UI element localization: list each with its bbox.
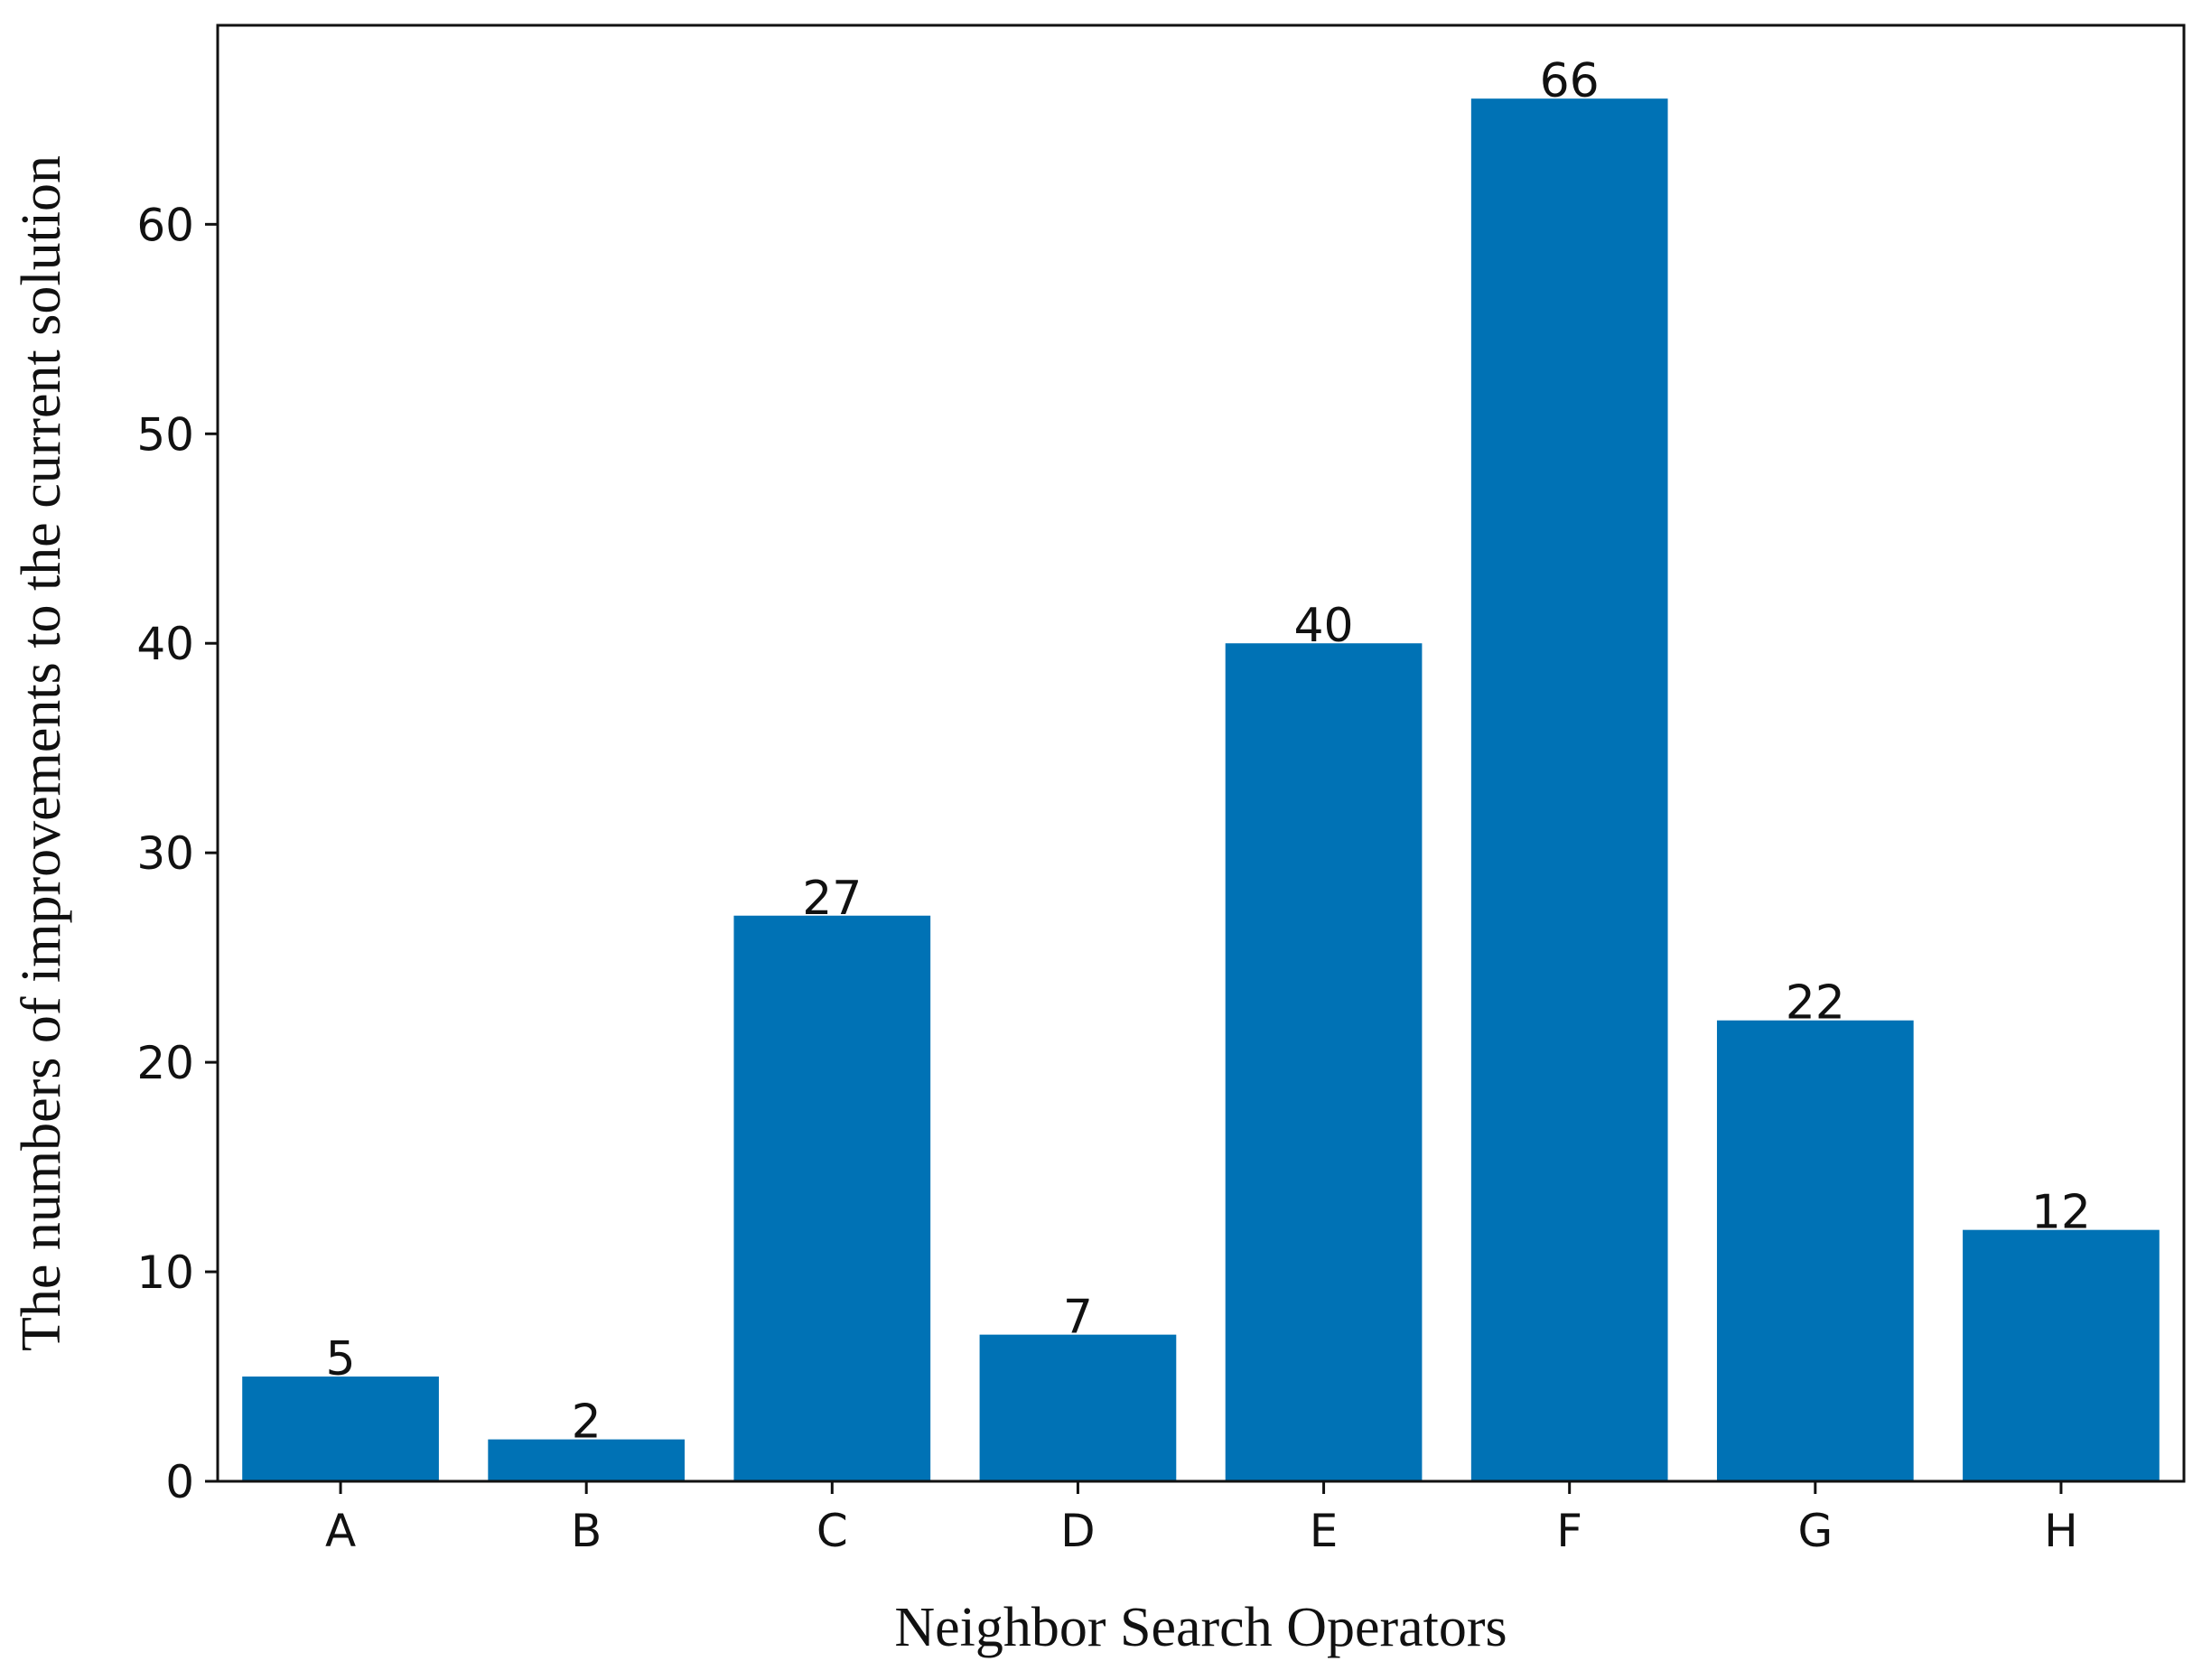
x-tick-label-F: F (1556, 1505, 1582, 1557)
data-label-D: 7 (1063, 1291, 1093, 1345)
y-tick-label-50: 50 (136, 408, 194, 461)
bar-F (1470, 98, 1668, 1482)
data-label-E: 40 (1293, 599, 1353, 653)
y-tick-label-40: 40 (136, 618, 194, 670)
x-axis-title: Neighbor Search Operators (894, 1597, 1507, 1658)
data-label-F: 66 (1540, 54, 1600, 108)
bars-group (242, 98, 2160, 1482)
y-tick-label-60: 60 (136, 199, 194, 251)
bar-A (242, 1377, 439, 1481)
bar-B (488, 1439, 686, 1481)
plot-frame (216, 23, 2186, 1483)
data-label-A: 5 (326, 1332, 356, 1386)
x-tick-label-A: A (325, 1505, 356, 1557)
x-tick-label-D: D (1060, 1505, 1096, 1557)
data-label-B: 2 (572, 1395, 602, 1450)
y-tick-label-20: 20 (136, 1037, 194, 1089)
bar-G (1716, 1020, 1914, 1481)
y-axis-ticks: 0 10 20 30 40 50 60 (136, 199, 218, 1508)
y-tick-label-0: 0 (165, 1456, 194, 1508)
data-label-H: 12 (2031, 1186, 2091, 1240)
x-tick-label-E: E (1310, 1505, 1339, 1557)
x-tick-label-H: H (2044, 1505, 2078, 1557)
bar-E (1225, 643, 1423, 1481)
x-tick-label-B: B (571, 1505, 602, 1557)
x-tick-label-G: G (1797, 1505, 1833, 1557)
y-tick-label-30: 30 (136, 827, 194, 880)
data-labels-group: 5 2 27 7 40 66 22 12 (326, 54, 2092, 1449)
bar-C (733, 915, 931, 1481)
data-label-G: 22 (1786, 976, 1845, 1031)
x-tick-label-C: C (816, 1505, 848, 1557)
y-tick-label-10: 10 (136, 1246, 194, 1299)
x-axis-ticks: A B C D E F G H (325, 1481, 2078, 1557)
bar-D (979, 1334, 1177, 1481)
data-label-C: 27 (802, 872, 862, 926)
bar-H (1963, 1229, 2160, 1481)
y-axis-title: The numbers of improvements to the curre… (11, 155, 72, 1351)
